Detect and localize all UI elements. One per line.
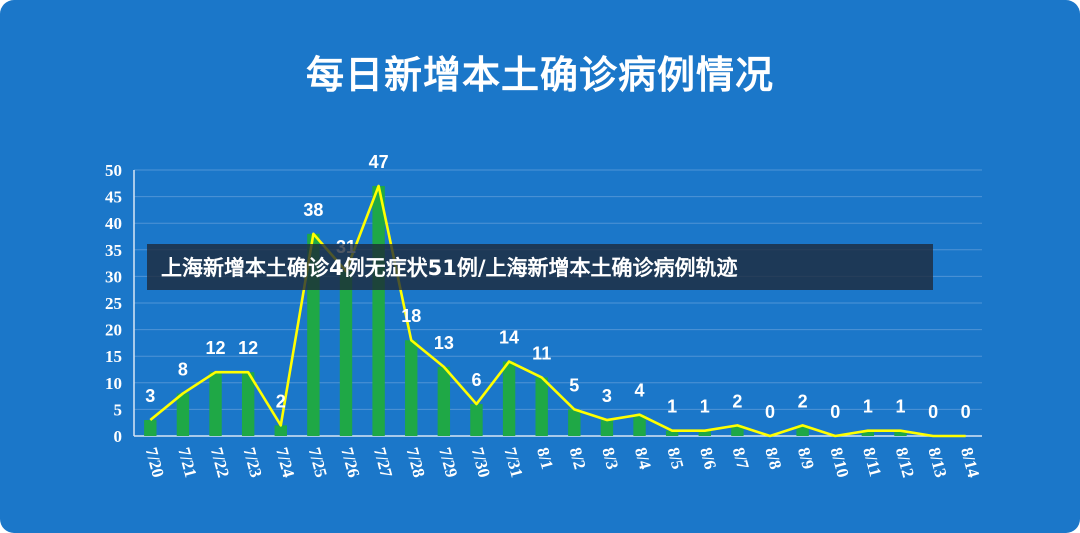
y-tick-label: 40 <box>105 214 122 233</box>
data-label: 4 <box>635 381 645 401</box>
data-label: 2 <box>732 391 742 411</box>
bar <box>861 430 875 436</box>
x-tick-label: 8/5 <box>663 445 687 471</box>
bar <box>568 409 581 436</box>
x-tick-label: 8/2 <box>566 445 590 471</box>
x-tick-label: 7/24 <box>272 445 298 480</box>
data-label: 38 <box>303 200 323 220</box>
x-tick-label: 8/13 <box>924 445 950 479</box>
x-tick-label: 7/21 <box>174 445 200 479</box>
series-line <box>149 184 966 438</box>
bar <box>698 430 711 436</box>
x-tick-label: 8/8 <box>761 445 785 471</box>
bar <box>894 430 907 436</box>
x-tick-label: 8/7 <box>729 445 753 471</box>
bar <box>731 425 744 436</box>
x-tick-label: 7/30 <box>468 445 494 479</box>
data-label: 18 <box>401 306 421 326</box>
x-tick-label: 7/31 <box>500 445 526 479</box>
bar <box>535 377 548 436</box>
x-tick-label: 8/11 <box>859 445 885 478</box>
data-label: 5 <box>569 375 579 395</box>
bar <box>372 185 385 436</box>
bar <box>176 393 190 436</box>
data-label: 1 <box>700 397 710 417</box>
x-tick-label: 7/28 <box>403 445 429 479</box>
bar <box>502 361 516 436</box>
data-label: 6 <box>471 370 481 390</box>
x-tick-label: 8/1 <box>533 445 557 471</box>
data-label: 13 <box>434 333 454 353</box>
x-tick-label: 7/22 <box>207 445 233 479</box>
bar <box>796 425 809 436</box>
data-label: 3 <box>145 386 155 406</box>
y-tick-label: 0 <box>114 427 123 446</box>
data-label: 0 <box>961 402 971 422</box>
data-label: 11 <box>532 343 551 363</box>
bar <box>470 404 483 436</box>
y-tick-label: 15 <box>105 347 122 366</box>
x-tick-label: 8/6 <box>696 445 720 471</box>
chart-title: 每日新增本土确诊病例情况 <box>305 53 774 97</box>
x-tick-label: 8/3 <box>598 445 622 471</box>
y-tick-label: 50 <box>105 161 122 180</box>
data-label: 0 <box>765 402 775 422</box>
caption-banner: 上海新增本土确诊4例无症状51例/上海新增本土确诊病例轨迹 <box>147 244 933 290</box>
bar <box>405 340 418 436</box>
data-label: 8 <box>178 359 188 379</box>
bar <box>339 271 353 436</box>
y-tick-label: 20 <box>105 321 122 340</box>
bar <box>633 414 646 436</box>
x-tick-label: 8/4 <box>631 445 655 471</box>
data-label: 1 <box>863 397 873 417</box>
y-tick-label: 10 <box>105 374 122 393</box>
data-label: 47 <box>369 152 389 172</box>
x-tick-label: 7/20 <box>142 445 168 479</box>
x-tick-label: 8/12 <box>892 445 918 479</box>
bar <box>209 372 222 436</box>
x-tick-label: 8/14 <box>957 445 983 480</box>
bar <box>437 366 451 436</box>
data-label: 0 <box>830 402 840 422</box>
y-tick-label: 30 <box>105 267 122 286</box>
data-label: 3 <box>602 386 612 406</box>
x-tick-label: 8/10 <box>827 445 853 479</box>
data-label: 12 <box>206 338 226 358</box>
data-label: 1 <box>895 397 905 417</box>
data-label: 0 <box>928 402 938 422</box>
caption-text: 上海新增本土确诊4例无症状51例/上海新增本土确诊病例轨迹 <box>161 256 738 280</box>
x-tick-label: 7/29 <box>435 445 461 479</box>
y-tick-label: 25 <box>105 294 122 313</box>
x-tick-label: 7/26 <box>337 445 363 479</box>
bar <box>274 425 287 436</box>
bar <box>241 372 255 436</box>
data-label: 12 <box>238 338 258 358</box>
x-tick-label: 7/25 <box>305 445 331 479</box>
bar <box>600 420 614 436</box>
y-tick-label: 35 <box>105 241 122 260</box>
y-tick-label: 45 <box>105 188 122 207</box>
bar <box>144 420 157 436</box>
x-tick-label: 7/27 <box>370 445 396 480</box>
data-label: 14 <box>499 328 519 348</box>
x-tick-label: 7/23 <box>239 445 265 479</box>
bar <box>665 430 679 436</box>
data-label: 1 <box>667 397 677 417</box>
y-tick-label: 5 <box>114 400 123 419</box>
x-tick-label: 8/9 <box>794 445 818 471</box>
data-label: 2 <box>798 391 808 411</box>
data-label: 2 <box>276 391 286 411</box>
